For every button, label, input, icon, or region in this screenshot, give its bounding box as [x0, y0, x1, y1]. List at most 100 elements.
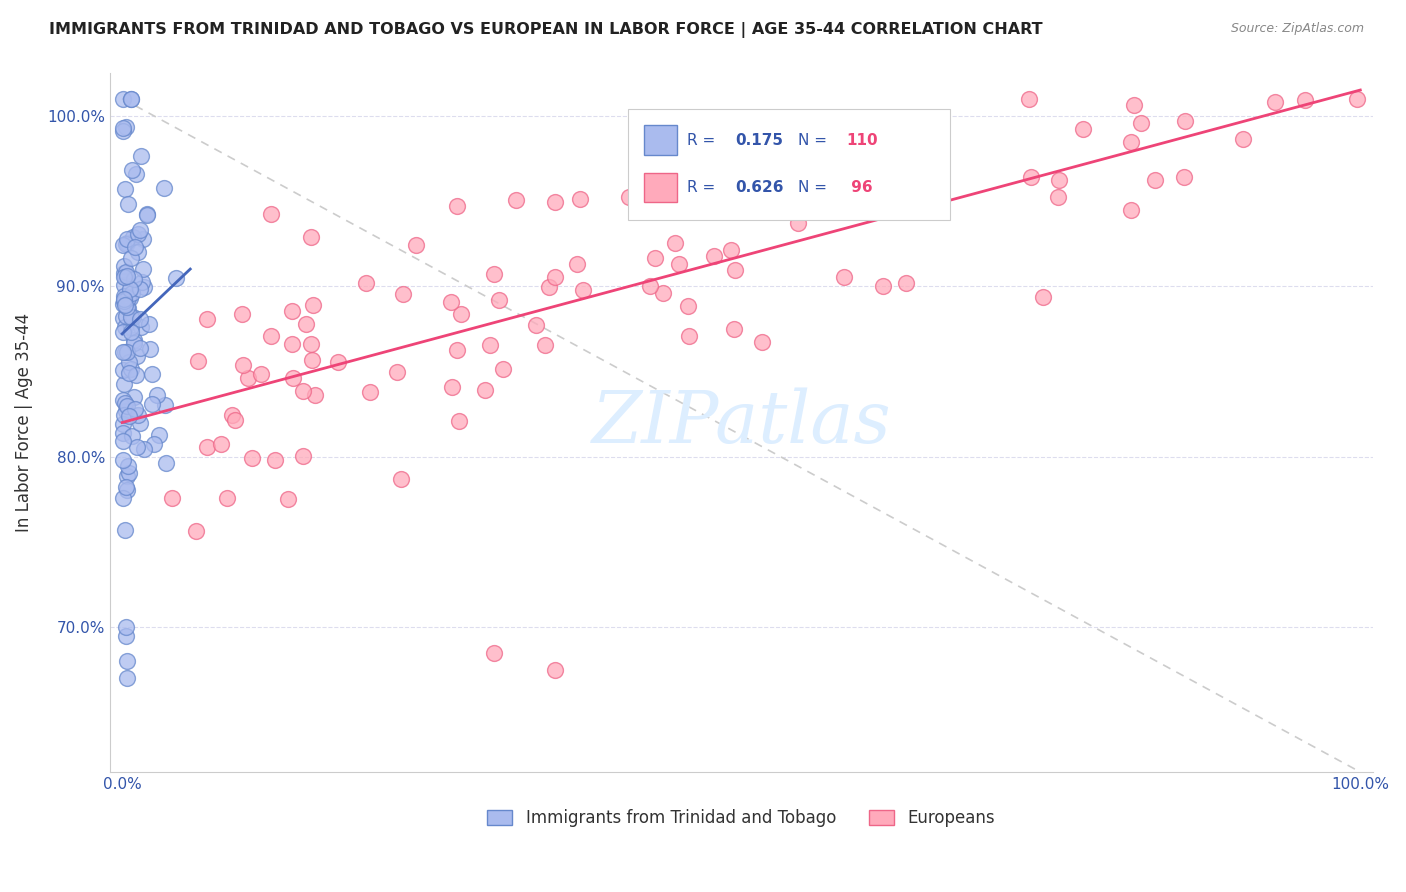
Point [141, 397, 163, 411]
Point [533, 337, 555, 351]
Point [1121, 202, 1143, 217]
Point [127, 227, 149, 241]
Point [121, 285, 143, 300]
Point [1232, 132, 1254, 146]
Point [572, 283, 595, 297]
Point [142, 436, 165, 450]
Point [281, 337, 304, 351]
Point [112, 310, 135, 325]
Point [118, 354, 141, 368]
Point [114, 293, 136, 307]
Point [124, 401, 146, 416]
Point [301, 297, 323, 311]
Point [832, 269, 855, 284]
Point [392, 287, 415, 301]
Point [277, 491, 299, 506]
Point [112, 362, 135, 376]
Point [449, 414, 471, 428]
Text: 0.626: 0.626 [735, 180, 783, 195]
Text: 110: 110 [846, 133, 877, 147]
Point [112, 376, 135, 391]
Point [446, 343, 468, 358]
Point [120, 320, 142, 334]
Point [787, 215, 810, 229]
Point [292, 449, 315, 463]
Point [115, 345, 138, 359]
Point [115, 120, 138, 135]
Point [1264, 95, 1286, 109]
Point [484, 267, 506, 281]
Point [117, 291, 139, 305]
Point [260, 207, 283, 221]
Point [129, 149, 152, 163]
Point [112, 278, 135, 293]
Point [131, 276, 153, 290]
Point [115, 469, 138, 483]
Point [114, 480, 136, 494]
Point [120, 361, 142, 376]
Point [441, 380, 464, 394]
Point [569, 193, 592, 207]
Point [122, 230, 145, 244]
Point [124, 240, 146, 254]
Point [187, 353, 209, 368]
Point [136, 207, 159, 221]
Point [221, 408, 243, 422]
Point [114, 289, 136, 303]
Point [217, 491, 239, 506]
Point [121, 163, 143, 178]
Point [122, 391, 145, 405]
Point [488, 293, 510, 307]
Point [112, 267, 135, 281]
Point [644, 252, 666, 266]
Point [129, 416, 152, 430]
Point [186, 524, 208, 538]
Point [148, 427, 170, 442]
Point [678, 299, 700, 313]
Point [1143, 172, 1166, 186]
Point [112, 238, 135, 252]
Point [224, 413, 246, 427]
Point [129, 282, 152, 296]
Point [114, 396, 136, 410]
Point [155, 456, 177, 470]
Point [160, 491, 183, 505]
Point [638, 278, 661, 293]
Point [122, 272, 145, 286]
Point [128, 223, 150, 237]
Point [446, 199, 468, 213]
Point [122, 310, 145, 324]
Point [115, 404, 138, 418]
Point [870, 192, 893, 206]
Point [112, 124, 135, 138]
Point [240, 450, 263, 465]
Point [115, 264, 138, 278]
Point [292, 384, 315, 399]
Point [125, 167, 148, 181]
Point [209, 436, 232, 450]
Point [1121, 136, 1143, 150]
Point [751, 335, 773, 350]
Point [195, 440, 218, 454]
Point [678, 329, 700, 343]
Point [127, 244, 149, 259]
Point [1173, 169, 1195, 184]
Point [354, 276, 377, 290]
Point [115, 620, 138, 634]
Point [299, 337, 322, 351]
Point [112, 425, 135, 440]
Point [538, 280, 561, 294]
Point [112, 408, 135, 422]
Point [138, 317, 160, 331]
Point [120, 251, 142, 265]
Point [1174, 113, 1197, 128]
Point [117, 196, 139, 211]
Point [724, 263, 747, 277]
Point [652, 285, 675, 300]
Point [132, 442, 155, 456]
Point [114, 270, 136, 285]
Point [128, 311, 150, 326]
Point [135, 208, 157, 222]
Point [1047, 189, 1070, 203]
Point [115, 654, 138, 668]
